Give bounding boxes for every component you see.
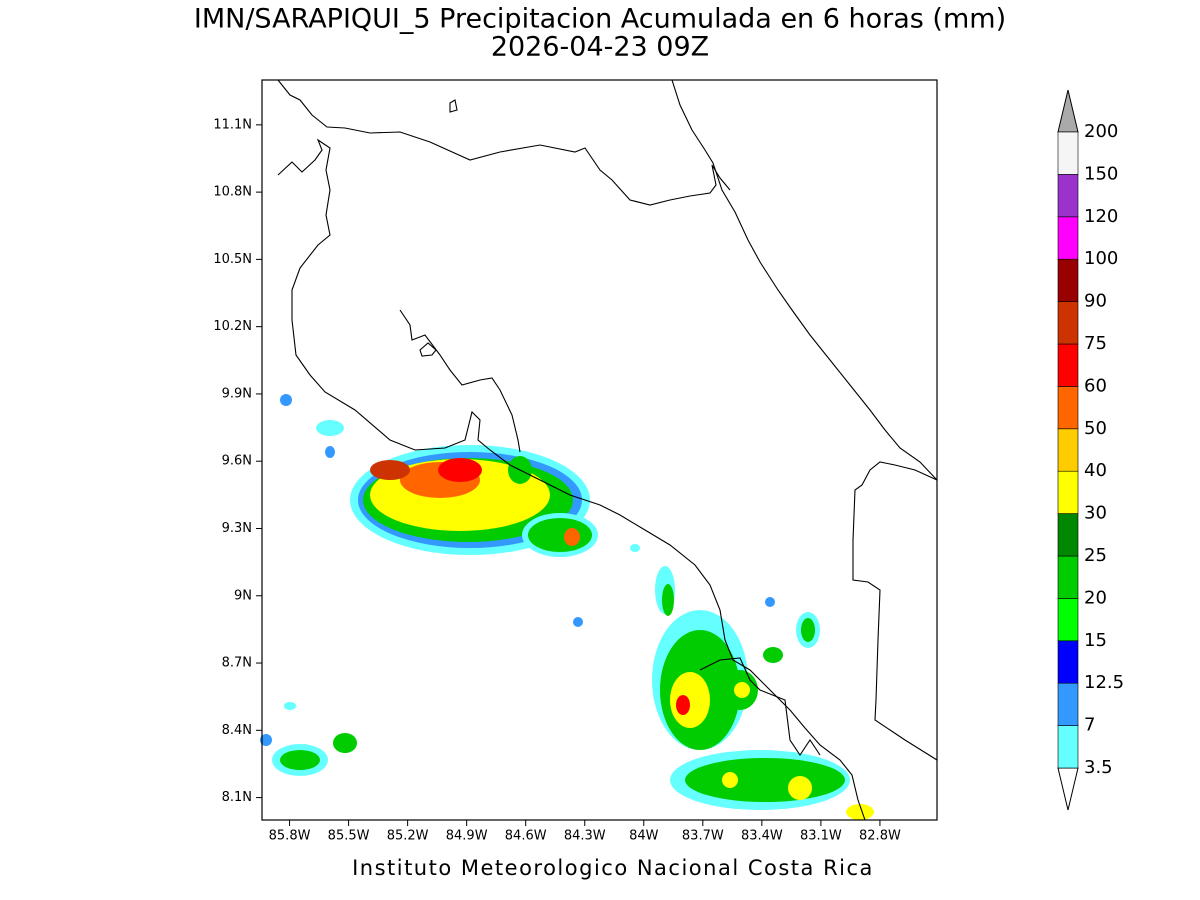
colorbar-label: 100 bbox=[1084, 248, 1118, 269]
lake bbox=[419, 342, 437, 357]
colorbar-bin bbox=[1057, 725, 1079, 769]
border bbox=[852, 461, 938, 761]
precip-area bbox=[676, 695, 690, 715]
colorbar-label: 50 bbox=[1084, 418, 1107, 439]
precip-area bbox=[370, 460, 410, 480]
x-tick-label: 85.8W bbox=[269, 829, 311, 844]
colorbar-label: 30 bbox=[1084, 503, 1107, 524]
x-tick-label: 82.8W bbox=[859, 829, 901, 844]
colorbar-bin bbox=[1057, 682, 1079, 726]
precip-area bbox=[573, 617, 583, 627]
colorbar-bin bbox=[1057, 513, 1079, 557]
colorbar-label: 120 bbox=[1084, 206, 1118, 227]
precip-area bbox=[284, 702, 296, 710]
precip-area bbox=[846, 804, 874, 820]
precip-area bbox=[564, 528, 580, 546]
colorbar-label: 90 bbox=[1084, 291, 1107, 312]
colorbar-label: 40 bbox=[1084, 460, 1107, 481]
colorbar-bin bbox=[1057, 343, 1079, 387]
precip-area bbox=[260, 734, 272, 746]
y-tick-label: 9.9N bbox=[222, 386, 252, 401]
y-tick-label: 8.4N bbox=[222, 723, 252, 738]
colorbar-label: 3.5 bbox=[1084, 757, 1113, 778]
colorbar-under bbox=[1057, 767, 1079, 811]
precip-area bbox=[670, 672, 710, 728]
y-tick-label: 8.7N bbox=[222, 656, 252, 671]
x-tick-label: 84.3W bbox=[564, 829, 606, 844]
x-tick-label: 83.1W bbox=[800, 829, 842, 844]
plot-frame bbox=[261, 79, 938, 821]
precip-area bbox=[280, 394, 292, 406]
precip-area bbox=[685, 758, 845, 802]
colorbar-label: 150 bbox=[1084, 163, 1118, 184]
colorbar-label: 7 bbox=[1084, 715, 1095, 736]
y-tick-label: 9.6N bbox=[222, 454, 252, 469]
y-tick-label: 11.1N bbox=[213, 117, 252, 132]
precip-area bbox=[722, 772, 738, 788]
precip-area bbox=[763, 647, 783, 663]
precip-area bbox=[801, 618, 815, 642]
precip-area bbox=[765, 597, 775, 607]
colorbar: 3.5 7 12.5 15 20 25 30 40 50 60 75 90 100 120 150 200 bbox=[1057, 89, 1124, 811]
precip-area bbox=[325, 446, 335, 458]
y-tick-label: 10.8N bbox=[213, 185, 252, 200]
colorbar-bin bbox=[1057, 301, 1079, 345]
colorbar-bin bbox=[1057, 174, 1079, 218]
colorbar-label: 200 bbox=[1084, 121, 1118, 142]
axes: 85.8W 85.5W 85.2W 84.9W 84.6W 84.3W 84W 83.7W 83… bbox=[213, 117, 901, 843]
coastline bbox=[277, 138, 866, 821]
precipitation-field bbox=[260, 394, 874, 820]
y-tick-label: 9N bbox=[234, 588, 252, 603]
x-tick-label: 84W bbox=[629, 829, 659, 844]
precip-area bbox=[734, 682, 750, 698]
precip-area bbox=[528, 518, 592, 552]
precip-area bbox=[630, 544, 640, 552]
precip-area bbox=[788, 776, 812, 800]
colorbar-label: 15 bbox=[1084, 630, 1107, 651]
coastline bbox=[399, 309, 521, 453]
x-tick-label: 85.5W bbox=[328, 829, 370, 844]
precip-area bbox=[316, 420, 344, 436]
x-tick-label: 84.9W bbox=[446, 829, 488, 844]
colorbar-bin bbox=[1057, 640, 1079, 684]
colorbar-label: 12.5 bbox=[1084, 672, 1124, 693]
colorbar-bin bbox=[1057, 258, 1079, 302]
colorbar-label: 20 bbox=[1084, 587, 1107, 608]
colorbar-bin bbox=[1057, 216, 1079, 260]
y-tick-label: 9.3N bbox=[222, 521, 252, 536]
x-tick-label: 83.4W bbox=[741, 829, 783, 844]
coastlines bbox=[277, 79, 938, 821]
colorbar-bin bbox=[1057, 428, 1079, 472]
subtitle: 2026-04-23 09Z bbox=[491, 32, 709, 63]
y-tick-label: 10.5N bbox=[213, 252, 252, 267]
colorbar-bin bbox=[1057, 598, 1079, 642]
coastline bbox=[277, 79, 731, 206]
colorbar-label: 25 bbox=[1084, 545, 1107, 566]
precip-area bbox=[662, 584, 674, 616]
x-tick-label: 85.2W bbox=[387, 829, 429, 844]
colorbar-bin bbox=[1057, 555, 1079, 599]
title: IMN/SARAPIQUI_5 Precipitacion Acumulada … bbox=[194, 4, 1006, 35]
y-tick-label: 8.1N bbox=[222, 790, 252, 805]
y-tick-label: 10.2N bbox=[213, 319, 252, 334]
colorbar-over bbox=[1057, 89, 1079, 133]
colorbar-label: 60 bbox=[1084, 375, 1107, 396]
credit: Instituto Meteorologico Nacional Costa R… bbox=[352, 856, 874, 880]
colorbar-bin bbox=[1057, 386, 1079, 430]
precip-area bbox=[280, 750, 320, 770]
colorbar-bin bbox=[1057, 131, 1079, 175]
island bbox=[449, 99, 458, 113]
x-tick-label: 83.7W bbox=[682, 829, 724, 844]
colorbar-label: 75 bbox=[1084, 333, 1107, 354]
colorbar-bin bbox=[1057, 470, 1079, 514]
coastline bbox=[699, 657, 821, 756]
coastline bbox=[671, 79, 938, 481]
precip-area bbox=[438, 458, 482, 482]
x-tick-label: 84.6W bbox=[505, 829, 547, 844]
precip-area bbox=[333, 733, 357, 753]
